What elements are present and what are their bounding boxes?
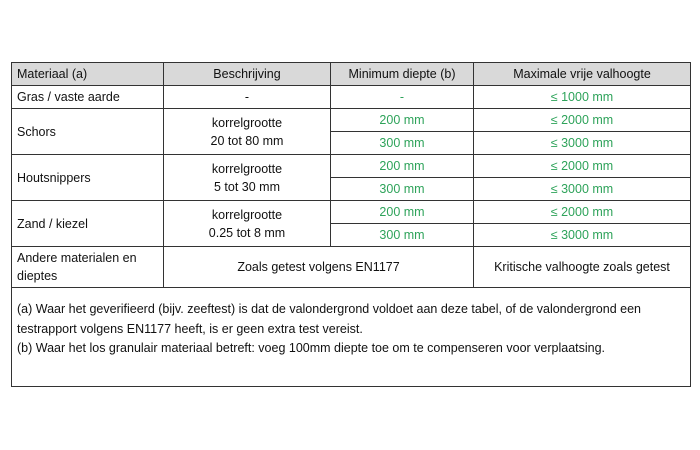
header-description: Beschrijving xyxy=(163,62,331,86)
table-row: 300 mm ≤ 3000 mm xyxy=(12,223,691,247)
description-line: korrelgrootte xyxy=(211,161,283,176)
notes-cell: (a) Waar het geverifieerd (bijv. zeeftes… xyxy=(11,287,691,387)
description-line: korrelgrootte xyxy=(211,115,283,130)
height-cell: ≤ 2000 mm xyxy=(473,108,691,132)
header-row: Materiaal (a) Beschrijving Minimum diept… xyxy=(11,62,691,86)
header-max-height: Maximale vrije valhoogte xyxy=(473,62,691,86)
material-cell: Andere materialen en dieptes xyxy=(11,246,164,288)
description-line: korrelgrootte xyxy=(211,207,283,222)
depth-cell: 200 mm xyxy=(330,108,474,132)
depth-cell: 200 mm xyxy=(330,154,474,178)
table-row: Andere materialen en dieptes Zoals getes… xyxy=(11,246,691,288)
material-cell: Houtsnippers xyxy=(11,154,164,201)
depth-cell: 300 mm xyxy=(330,177,474,201)
table-row: Zand / kiezel korrelgrootte 0.25 tot 8 mm… xyxy=(11,200,691,247)
description-cell: korrelgrootte 20 tot 80 mm xyxy=(163,108,331,155)
depth-cell: 300 mm xyxy=(330,131,474,155)
table-row: 300 mm ≤ 3000 mm xyxy=(12,131,691,155)
description-cell: - xyxy=(163,85,331,109)
header-min-depth: Minimum diepte (b) xyxy=(330,62,474,86)
depth-cell: - xyxy=(330,85,474,109)
description-cell: korrelgrootte 5 tot 30 mm xyxy=(163,154,331,201)
table-row: Houtsnippers korrelgrootte 5 tot 30 mm 20… xyxy=(11,154,691,201)
material-cell: Zand / kiezel xyxy=(11,200,164,247)
table-row: Gras / vaste aarde - - ≤ 1000 mm xyxy=(11,85,691,109)
height-cell: ≤ 2000 mm xyxy=(473,200,691,224)
height-cell: ≤ 1000 mm xyxy=(473,85,691,109)
description-line: 20 tot 80 mm xyxy=(210,133,284,148)
table-row: Schors korrelgrootte 20 tot 80 mm 200 mm … xyxy=(11,108,691,155)
table-row: 300 mm ≤ 3000 mm xyxy=(12,177,691,201)
note-a: (a) Waar het geverifieerd (bijv. zeeftes… xyxy=(17,302,641,336)
height-cell: ≤ 3000 mm xyxy=(473,177,691,201)
description-cell: korrelgrootte 0.25 tot 8 mm xyxy=(163,200,331,247)
description-line: 5 tot 30 mm xyxy=(214,179,280,194)
surfacing-table: Materiaal (a) Beschrijving Minimum diept… xyxy=(11,62,691,387)
header-material: Materiaal (a) xyxy=(11,62,164,86)
note-b: (b) Waar het los granulair materiaal bet… xyxy=(17,341,606,355)
height-cell: ≤ 2000 mm xyxy=(473,154,691,178)
material-cell: Schors xyxy=(11,108,164,155)
height-cell: Kritische valhoogte zoals getest xyxy=(473,246,691,288)
description-cell: Zoals getest volgens EN1177 xyxy=(163,246,474,288)
notes-row: (a) Waar het geverifieerd (bijv. zeeftes… xyxy=(11,287,691,387)
material-cell: Gras / vaste aarde xyxy=(11,85,164,109)
depth-cell: 300 mm xyxy=(330,223,474,247)
description-line: 0.25 tot 8 mm xyxy=(208,225,286,240)
depth-cell: 200 mm xyxy=(330,200,474,224)
height-cell: ≤ 3000 mm xyxy=(473,223,691,247)
height-cell: ≤ 3000 mm xyxy=(473,131,691,155)
